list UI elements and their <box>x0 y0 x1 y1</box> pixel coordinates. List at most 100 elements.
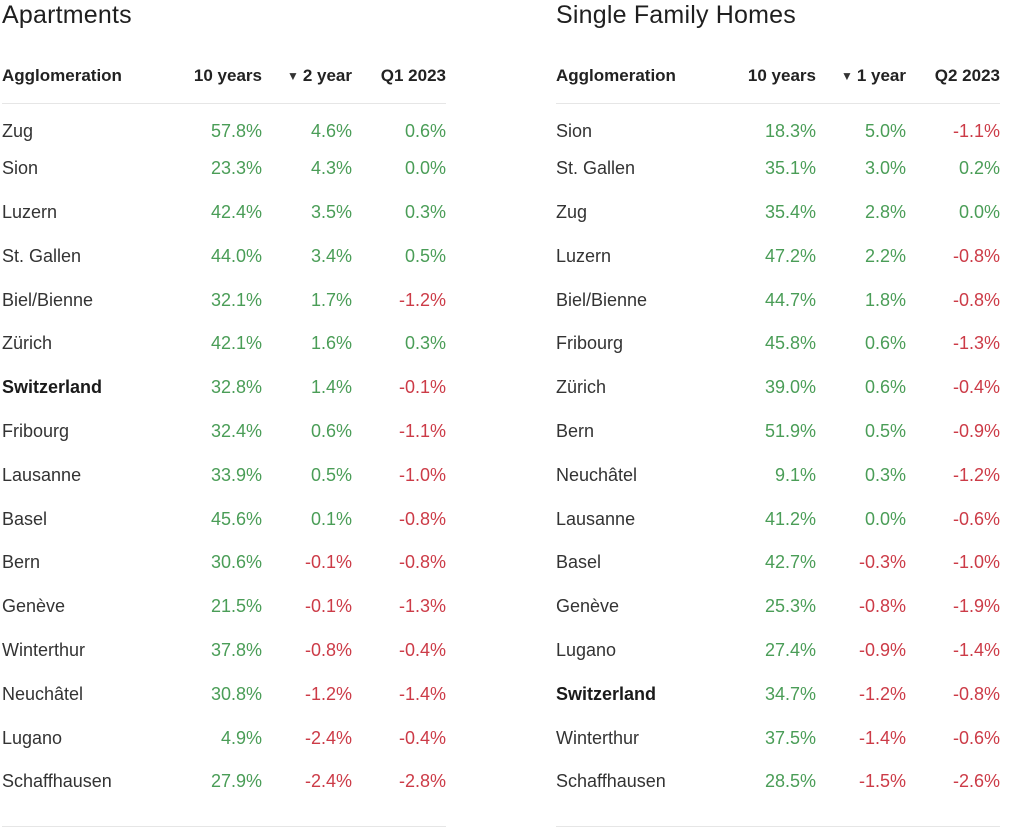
recent-change-cell: 0.5% <box>310 464 352 485</box>
quarter-change-cell: 0.5% <box>404 245 446 266</box>
agglomeration-cell: Bern <box>556 420 595 441</box>
apartments-table-body: Zug 57.8% 4.6% 0.6% Sion 23.3% 4.3% 0.0% Luzern 4… <box>2 103 446 804</box>
table-row: Sion 18.3% 5.0% -1.1% <box>556 103 1000 147</box>
ten-year-change-cell: 28.5% <box>764 771 816 792</box>
quarter-change-cell: 0.0% <box>404 158 446 179</box>
agglomeration-cell: St. Gallen <box>556 158 636 179</box>
quarter-change-cell: -0.4% <box>952 377 1000 398</box>
recent-change-cell: 1.7% <box>310 289 352 310</box>
table-row: Zug 57.8% 4.6% 0.6% <box>2 103 446 147</box>
ten-year-change-cell: 45.8% <box>764 333 816 354</box>
recent-change-cell: -2.4% <box>304 727 352 748</box>
quarter-change-cell: -1.3% <box>398 596 446 617</box>
recent-change-cell: 4.6% <box>310 120 352 141</box>
agglomeration-cell: Zürich <box>556 377 607 398</box>
recent-change-cell: -0.1% <box>304 596 352 617</box>
ten-year-change-cell: 32.1% <box>210 289 262 310</box>
column-header-1-year-label: 1 year <box>856 65 906 85</box>
column-header-q1-2023[interactable]: Q1 2023 <box>352 49 446 104</box>
table-row: Lausanne 41.2% 0.0% -0.6% <box>556 497 1000 541</box>
column-header-agglomeration[interactable]: Agglomeration <box>2 49 162 104</box>
column-header-2-year[interactable]: ▼ 2 year <box>262 49 352 104</box>
agglomeration-cell: Neuchâtel <box>2 683 84 704</box>
recent-change-cell: -2.4% <box>304 771 352 792</box>
agglomeration-cell: Neuchâtel <box>556 464 638 485</box>
table-row: Switzerland 32.8% 1.4% -0.1% <box>2 366 446 410</box>
quarter-change-cell: 0.3% <box>404 333 446 354</box>
column-header-q2-2023[interactable]: Q2 2023 <box>906 49 1000 104</box>
ten-year-change-cell: 34.7% <box>764 683 816 704</box>
agglomeration-cell: Basel <box>2 508 48 529</box>
agglomeration-cell: Fribourg <box>2 420 70 441</box>
recent-change-cell: 0.6% <box>864 377 906 398</box>
recent-change-cell: -0.3% <box>858 552 906 573</box>
ten-year-change-cell: 18.3% <box>764 120 816 141</box>
table-row: Neuchâtel 30.8% -1.2% -1.4% <box>2 672 446 716</box>
agglomeration-cell: Switzerland <box>556 683 657 704</box>
quarter-change-cell: -0.8% <box>398 552 446 573</box>
ten-year-change-cell: 42.4% <box>210 201 262 222</box>
agglomeration-cell: Lausanne <box>556 508 636 529</box>
agglomeration-cell: Luzern <box>556 245 612 266</box>
agglomeration-cell: Winterthur <box>2 639 86 660</box>
recent-change-cell: 4.3% <box>310 158 352 179</box>
ten-year-change-cell: 44.0% <box>210 245 262 266</box>
quarter-change-cell: -1.4% <box>398 683 446 704</box>
agglomeration-cell: Lausanne <box>2 464 82 485</box>
agglomeration-cell: Sion <box>2 158 39 179</box>
agglomeration-cell: Genève <box>556 596 620 617</box>
recent-change-cell: 1.4% <box>310 377 352 398</box>
table-row: Basel 45.6% 0.1% -0.8% <box>2 497 446 541</box>
table-row: Switzerland 34.7% -1.2% -0.8% <box>556 672 1000 716</box>
apartments-header-row: Agglomeration 10 years ▼ 2 year Q1 2023 <box>2 49 446 104</box>
sort-down-icon: ▼ <box>840 68 853 83</box>
ten-year-change-cell: 41.2% <box>764 508 816 529</box>
recent-change-cell: -1.4% <box>858 727 906 748</box>
agglomeration-cell: Zürich <box>2 333 53 354</box>
ten-year-change-cell: 30.8% <box>210 683 262 704</box>
recent-change-cell: 2.2% <box>864 245 906 266</box>
table-row: Winterthur 37.5% -1.4% -0.6% <box>556 716 1000 760</box>
ten-year-change-cell: 21.5% <box>210 596 262 617</box>
agglomeration-cell: Bern <box>2 552 41 573</box>
recent-change-cell: 0.6% <box>864 333 906 354</box>
column-header-10-years[interactable]: 10 years <box>716 49 816 104</box>
ten-year-change-cell: 35.4% <box>764 201 816 222</box>
apartments-panel: Apartments Agglomeration 10 years ▼ 2 yea… <box>2 0 446 828</box>
single-family-homes-table-body: Sion 18.3% 5.0% -1.1% St. Gallen 35.1% 3.0% 0.2… <box>556 103 1000 804</box>
table-row: Sion 23.3% 4.3% 0.0% <box>2 147 446 191</box>
quarter-change-cell: -0.4% <box>398 727 446 748</box>
table-row: Bern 51.9% 0.5% -0.9% <box>556 410 1000 454</box>
quarter-change-cell: -1.1% <box>398 420 446 441</box>
single-family-homes-title: Single Family Homes <box>556 1 796 29</box>
quarter-change-cell: -1.9% <box>952 596 1000 617</box>
recent-change-cell: 2.8% <box>864 201 906 222</box>
column-header-1-year[interactable]: ▼ 1 year <box>816 49 906 104</box>
quarter-change-cell: -0.9% <box>952 420 1000 441</box>
quarter-change-cell: -1.3% <box>952 333 1000 354</box>
table-row: Fribourg 45.8% 0.6% -1.3% <box>556 322 1000 366</box>
apartments-title: Apartments <box>2 1 132 29</box>
agglomeration-cell: Fribourg <box>556 333 624 354</box>
single-family-homes-panel: Single Family Homes Agglomeration 10 yea… <box>556 0 1000 828</box>
table-row: Lugano 4.9% -2.4% -0.4% <box>2 716 446 760</box>
table-row: Lugano 27.4% -0.9% -1.4% <box>556 629 1000 673</box>
recent-change-cell: -1.2% <box>304 683 352 704</box>
table-row: Zürich 42.1% 1.6% 0.3% <box>2 322 446 366</box>
table-row: Schaffhausen 27.9% -2.4% -2.8% <box>2 760 446 804</box>
ten-year-change-cell: 4.9% <box>220 727 262 748</box>
table-row: Luzern 47.2% 2.2% -0.8% <box>556 234 1000 278</box>
table-row: Schaffhausen 28.5% -1.5% -2.6% <box>556 760 1000 804</box>
table-row: Biel/Bienne 32.1% 1.7% -1.2% <box>2 278 446 322</box>
column-header-agglomeration[interactable]: Agglomeration <box>556 49 716 104</box>
quarter-change-cell: -0.8% <box>952 683 1000 704</box>
recent-change-cell: -0.8% <box>858 596 906 617</box>
agglomeration-cell: Lugano <box>556 639 617 660</box>
recent-change-cell: 1.8% <box>864 289 906 310</box>
agglomeration-cell: Genève <box>2 596 66 617</box>
table-row: Basel 42.7% -0.3% -1.0% <box>556 541 1000 585</box>
agglomeration-cell: Schaffhausen <box>2 771 112 792</box>
table-row: Lausanne 33.9% 0.5% -1.0% <box>2 453 446 497</box>
column-header-10-years[interactable]: 10 years <box>162 49 262 104</box>
ten-year-change-cell: 42.1% <box>210 333 262 354</box>
